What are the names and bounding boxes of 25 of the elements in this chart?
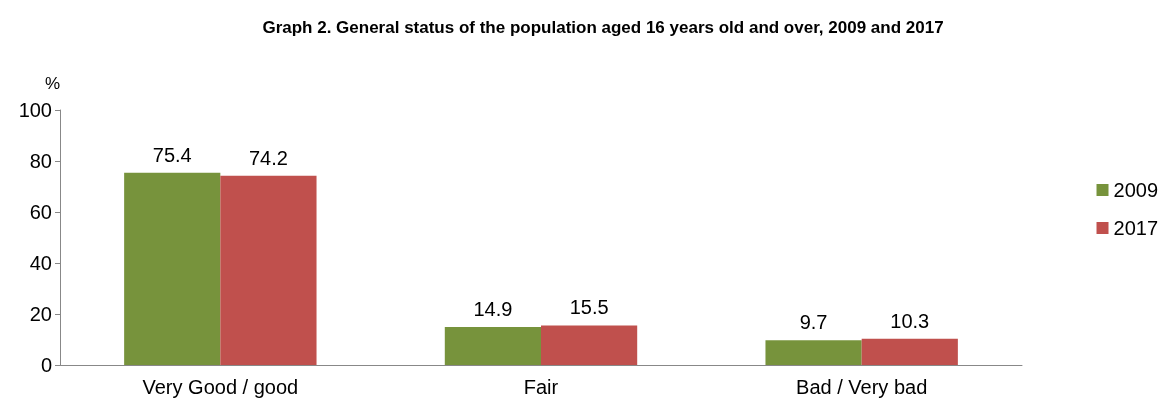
y-axis-title: % [44,74,60,93]
data-label: 15.5 [569,296,609,319]
y-tick-label: 100 [18,99,52,121]
legend-label: 2009 [1113,179,1159,201]
y-tick-label: 0 [40,354,52,376]
data-label: 75.4 [152,143,192,166]
y-tick-label: 60 [29,201,52,223]
x-tick-label: Fair [523,376,559,398]
x-tick-label: Very Good / good [142,376,299,398]
chart-title: Graph 2. General status of the population aged 16 years old and over, 2009 and 2017 [262,17,944,37]
y-tick-label: 20 [29,303,52,325]
bar [765,340,862,365]
data-label: 74.2 [248,146,288,169]
bar [220,175,317,365]
data-label: 14.9 [473,298,513,321]
data-label: 9.7 [799,311,828,334]
bar [444,327,541,365]
bar [861,338,958,365]
bar [124,172,221,365]
y-tick-label: 40 [29,252,52,274]
x-tick-label: Bad / Very bad [796,376,928,398]
data-label: 10.3 [890,309,930,332]
legend-label: 2017 [1113,217,1159,239]
bar [541,325,638,365]
y-tick-label: 80 [29,150,52,172]
